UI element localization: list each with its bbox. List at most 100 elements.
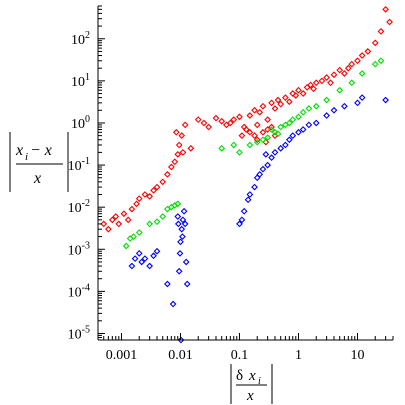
data-point-blue [128,262,136,270]
data-point-red [330,71,338,79]
data-point-red [218,117,226,125]
data-point-red [377,27,385,35]
data-point-blue [175,267,183,275]
data-point-red [133,200,140,208]
data-point-blue [177,336,185,344]
data-point-green [146,220,154,228]
data-point-red [323,74,331,81]
data-point-red [295,86,302,94]
x-label-num-x: x [248,368,256,384]
data-point-red [289,90,297,97]
data-point-red [236,113,243,121]
data-point-red [382,5,390,13]
data-point-blue [138,258,146,266]
data-point-blue [176,249,184,257]
y-tick-label: 10-5 [68,324,90,342]
data-point-red [312,79,320,87]
data-point-blue [277,144,285,152]
x-axis-ticks: 0.001 0.01 0.1 1 10 [97,333,394,363]
data-point-blue [305,121,313,129]
data-point-green [289,116,297,124]
data-point-green [259,136,267,144]
data-point-red [128,205,136,213]
x-label-den: x [246,388,254,404]
data-point-blue [341,102,348,110]
data-point-red [159,178,167,186]
data-point-blue [330,106,338,114]
data-point-red [175,141,183,149]
data-point-blue [264,161,272,169]
data-point-blue [153,247,161,255]
data-point-green [274,130,282,138]
data-point-red [299,90,307,97]
y-tick-label: 101 [71,72,90,90]
data-point-green [323,96,331,104]
data-point-red [264,116,272,124]
data-point-red [108,216,116,224]
data-point-red [172,128,180,136]
data-point-blue [180,207,188,215]
data-point-blue [256,171,264,178]
data-point-red [354,57,361,65]
plot-area [100,5,393,344]
data-point-green [236,149,243,156]
data-point-red [259,102,267,110]
data-point-red [179,149,187,156]
data-point-red [164,171,171,178]
data-point-red [386,18,393,26]
data-point-red [251,106,258,114]
data-point-red [135,195,143,202]
data-point-red [178,132,186,140]
data-point-blue [141,255,149,262]
data-point-red [285,98,293,106]
data-point-blue [299,126,307,133]
data-point-red [187,144,195,152]
data-point-red [336,66,344,74]
data-point-red [181,121,189,129]
data-point-blue [181,220,189,228]
y-label-num-x: x [15,142,23,159]
y-axis-ticks: 102 101 100 10-1 10-2 10-3 10-4 10-5 [68,5,105,342]
data-point-blue [238,216,246,224]
data-point-red [327,79,334,87]
data-point-red [259,128,267,136]
data-point-red [124,216,132,224]
data-point-blue [289,132,297,140]
data-point-blue [282,141,289,149]
y-tick-label: 102 [71,30,90,48]
data-point-blue [312,119,320,127]
data-point-green [122,242,130,250]
y-tick-label: 10-1 [68,156,90,174]
x-label-delta: δ [236,368,243,384]
data-point-blue [354,99,361,107]
data-point-green [285,119,293,127]
data-point-blue [240,207,248,215]
data-point-red [141,191,149,198]
x-tick-label: 0.01 [168,348,193,363]
axes [97,6,393,341]
data-point-blue [295,128,302,136]
data-point-blue [183,280,191,288]
data-point-blue [358,94,366,101]
data-point-blue [259,165,267,173]
data-point-red [150,187,157,194]
y-tick-label: 100 [71,114,90,132]
x-tick-label: 0.1 [231,348,249,363]
data-point-blue [169,300,177,308]
data-point-green [295,113,302,121]
data-point-red [226,119,234,127]
data-point-blue [323,112,331,119]
data-point-red [253,136,261,144]
data-point-green [135,229,143,236]
data-point-green [246,141,254,149]
data-point-blue [174,220,182,228]
data-point-green [153,218,161,226]
data-point-red [167,163,175,171]
data-point-red [194,116,202,124]
series-green [122,57,385,250]
data-point-red [341,70,348,77]
data-point-red [358,52,366,59]
data-point-red [348,60,356,68]
data-point-green [264,134,272,141]
data-point-blue [164,280,171,288]
